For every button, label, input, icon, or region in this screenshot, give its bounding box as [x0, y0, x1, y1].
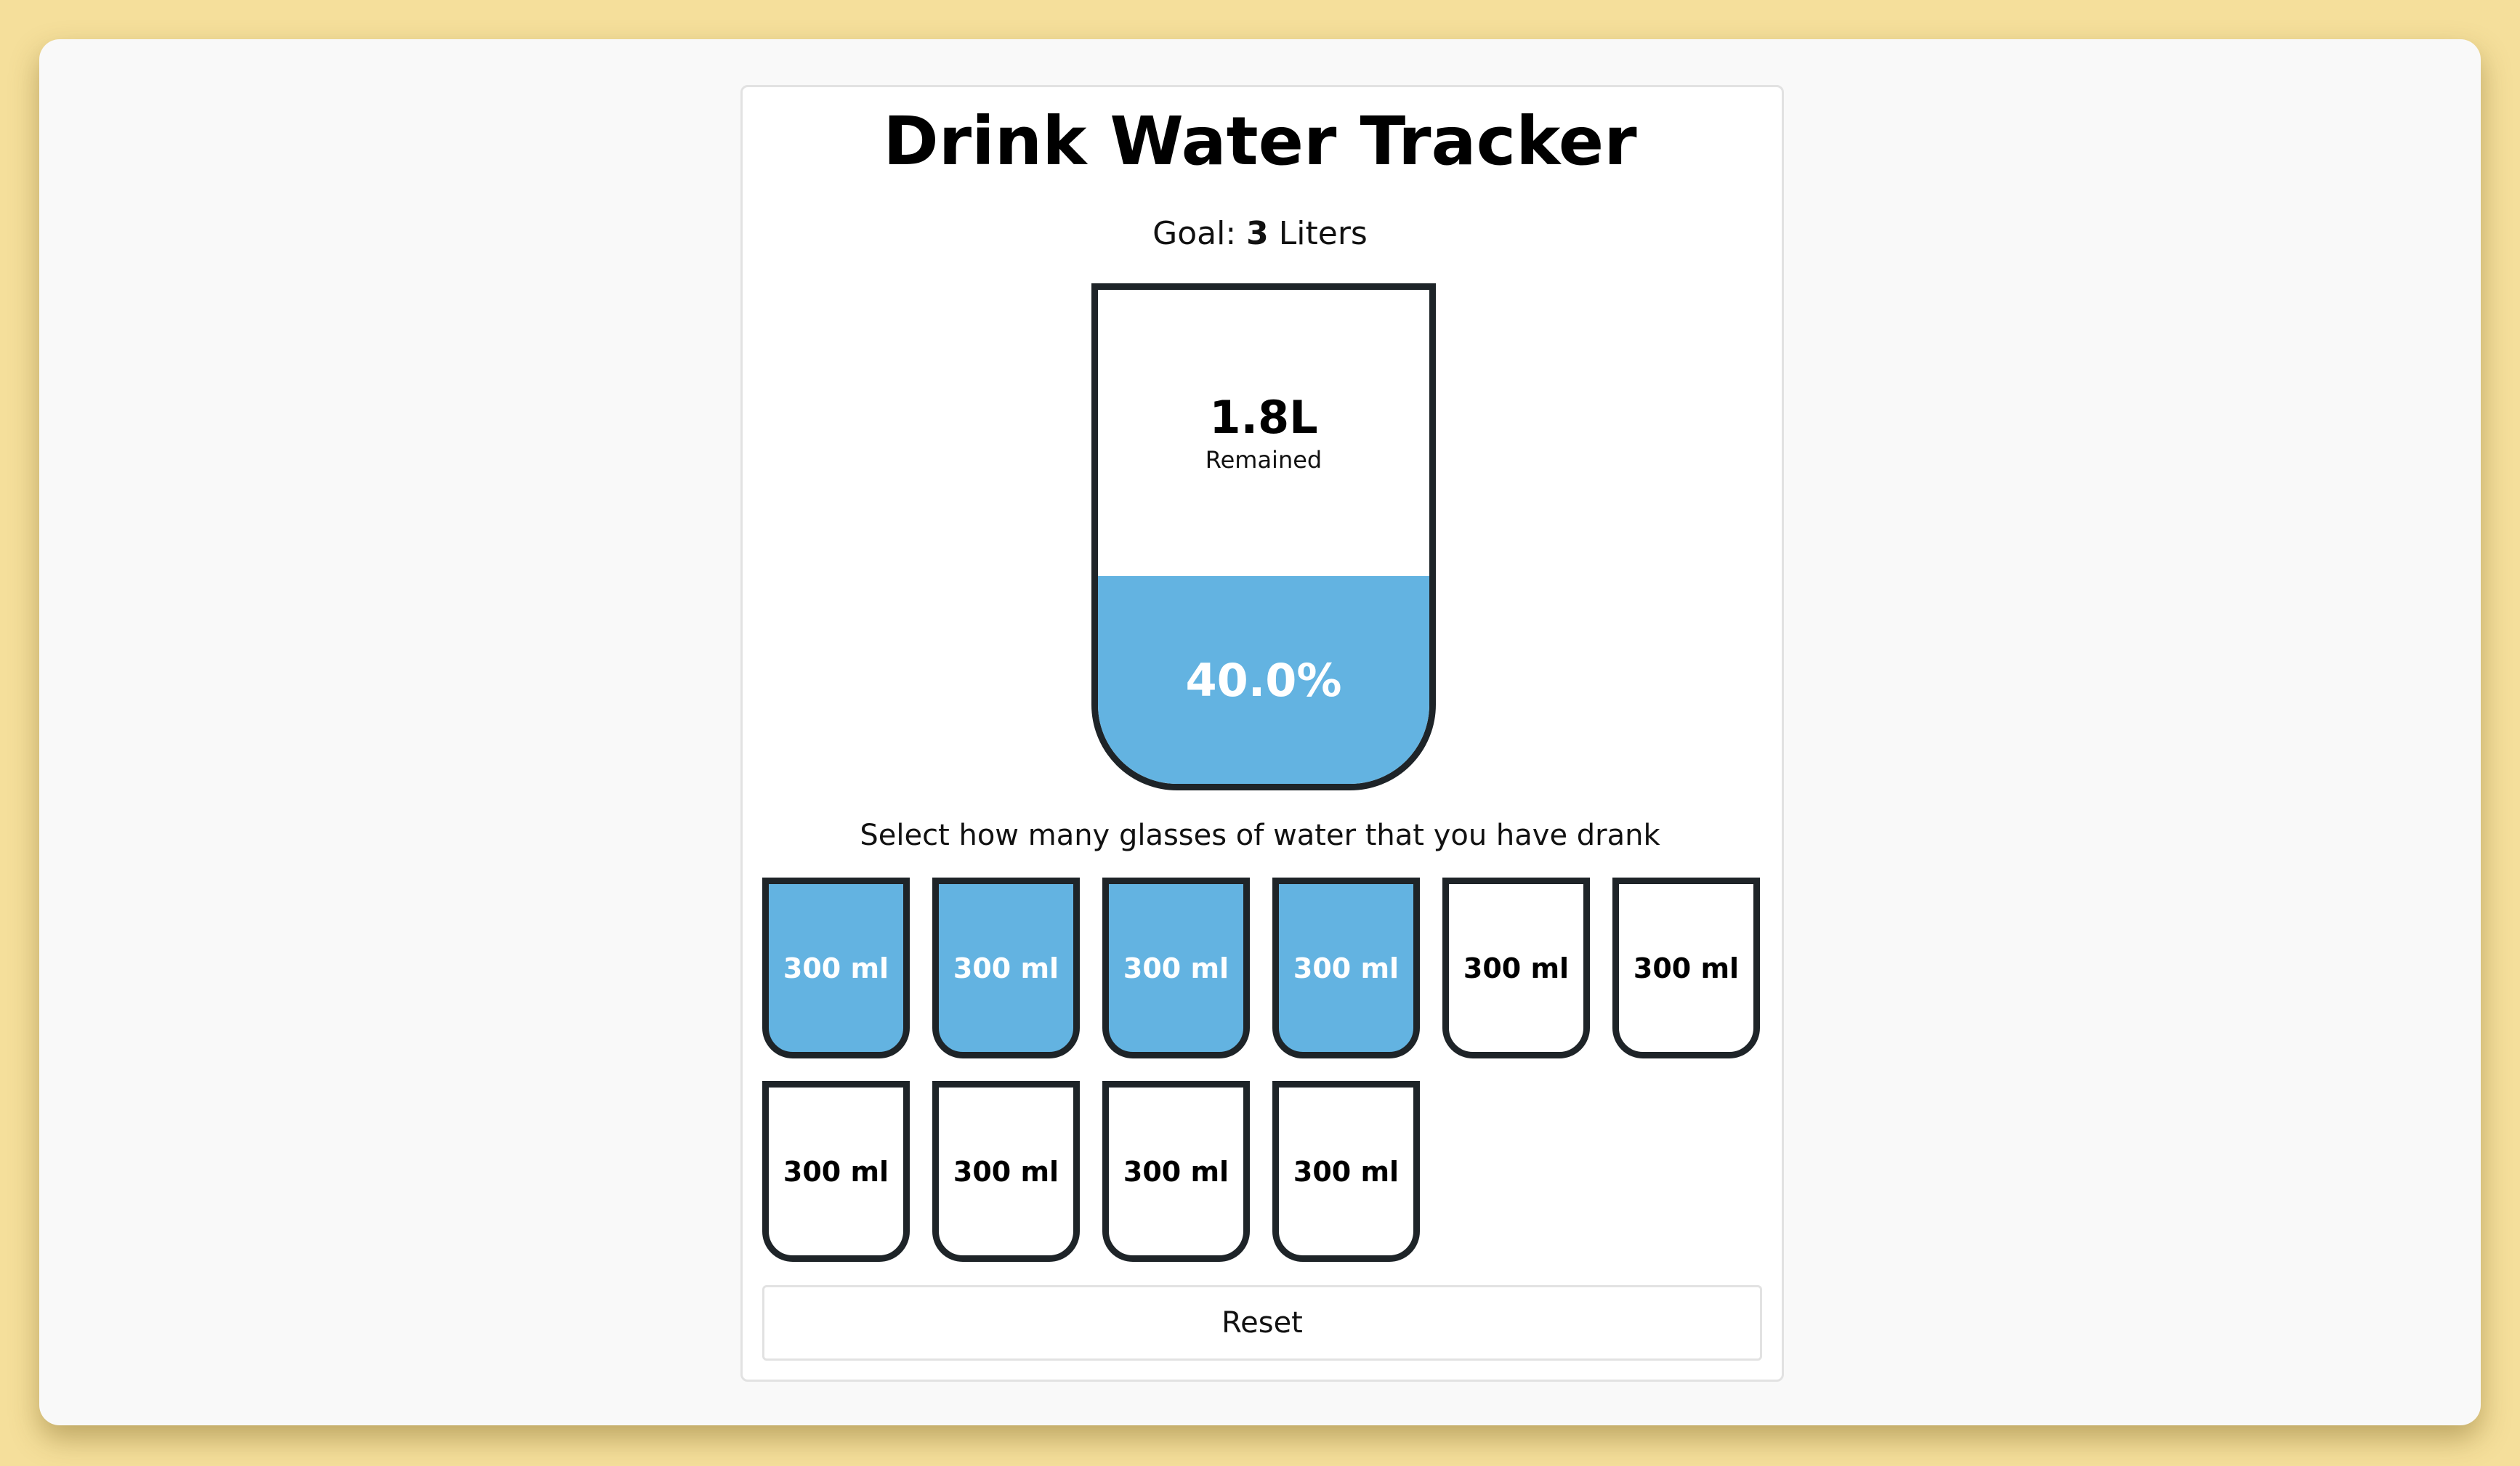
- small-cup[interactable]: 300 ml: [1272, 1081, 1420, 1262]
- small-cup[interactable]: 300 ml: [1612, 878, 1760, 1058]
- remained-value: 1.8L: [1209, 391, 1318, 444]
- big-cup: 1.8L Remained 40.0%: [1091, 283, 1436, 790]
- percentage-text: 40.0%: [1185, 653, 1342, 707]
- instruction-text: Select how many glasses of water that yo…: [860, 819, 1660, 852]
- small-cup[interactable]: 300 ml: [762, 1081, 910, 1262]
- goal-unit: Liters: [1268, 215, 1368, 252]
- goal-amount: 3: [1246, 215, 1269, 252]
- small-cup[interactable]: 300 ml: [1102, 878, 1250, 1058]
- small-cup[interactable]: 300 ml: [1272, 878, 1420, 1058]
- small-cup[interactable]: 300 ml: [932, 1081, 1080, 1262]
- page-title: Drink Water Tracker: [883, 102, 1637, 180]
- percentage-fill: 40.0%: [1098, 576, 1429, 784]
- reset-button[interactable]: Reset: [762, 1285, 1762, 1361]
- small-cup[interactable]: 300 ml: [762, 878, 910, 1058]
- small-cup[interactable]: 300 ml: [1442, 878, 1590, 1058]
- small-cup[interactable]: 300 ml: [932, 878, 1080, 1058]
- goal-text: Goal: 3 Liters: [0, 212, 2520, 256]
- small-cup[interactable]: 300 ml: [1102, 1081, 1250, 1262]
- goal-prefix: Goal:: [1152, 215, 1247, 252]
- remained-label: Remained: [1205, 446, 1322, 474]
